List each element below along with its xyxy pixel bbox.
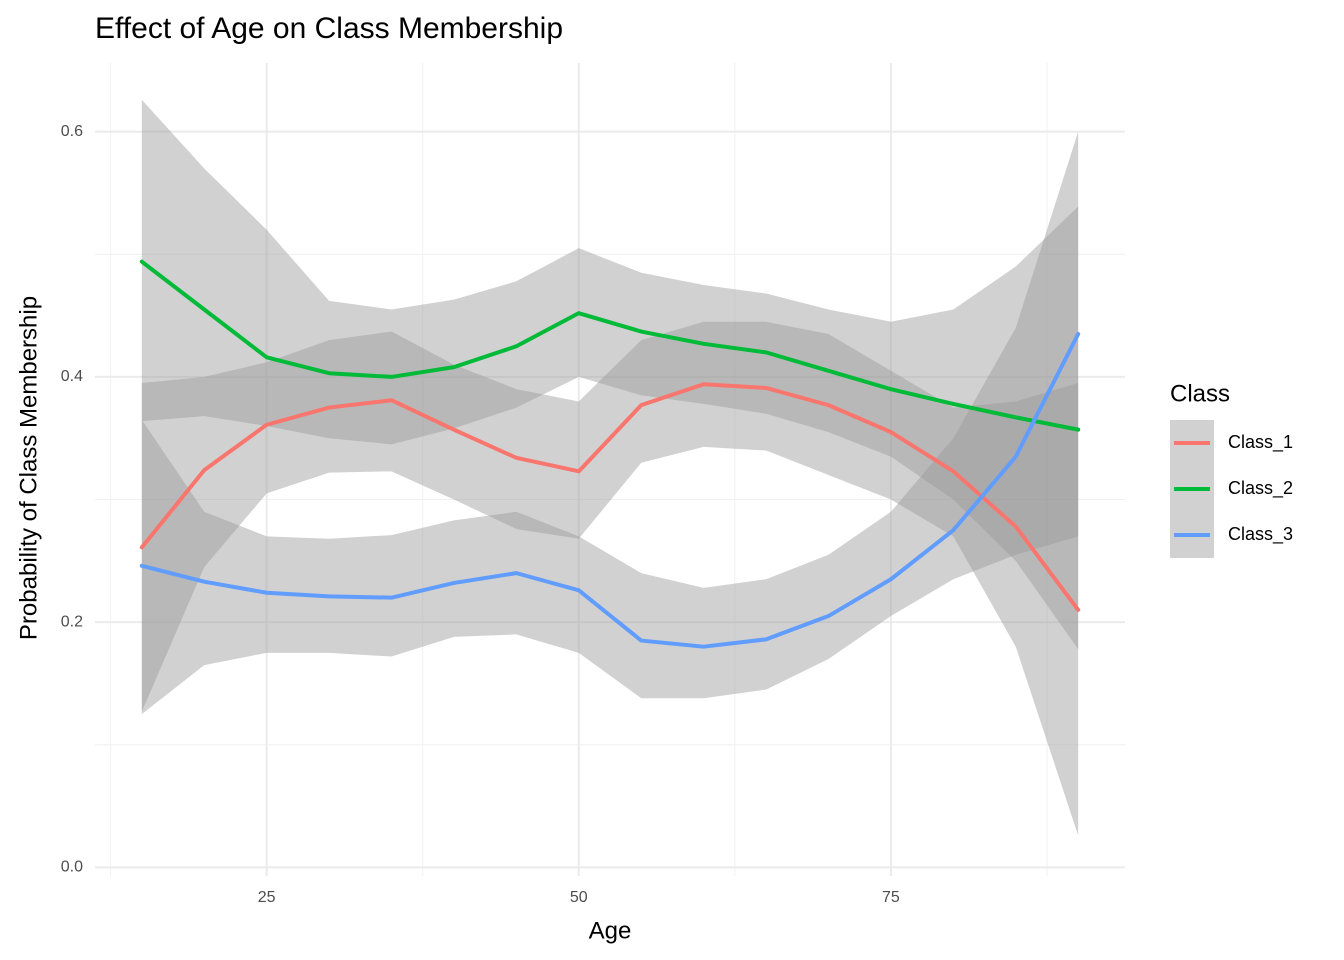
legend-label: Class_2 <box>1228 478 1293 499</box>
confidence-band <box>141 131 1079 715</box>
y-tick-label: 0.6 <box>61 123 83 140</box>
legend-title: Class <box>1170 380 1230 407</box>
confidence-band <box>141 321 1079 836</box>
legend-label: Class_3 <box>1228 524 1293 545</box>
y-tick-label: 0.0 <box>61 859 83 876</box>
y-tick-label: 0.4 <box>61 368 83 385</box>
line <box>139 259 1081 432</box>
x-axis-label: Age <box>589 917 632 944</box>
y-axis-label: Probability of Class Membership <box>15 296 42 640</box>
y-tick-label: 0.2 <box>61 613 83 630</box>
x-tick-label: 50 <box>570 889 588 906</box>
line <box>139 382 1081 612</box>
confidence-band <box>141 99 1079 650</box>
chart-title: Effect of Age on Class Membership <box>95 12 563 45</box>
legend-label: Class_1 <box>1228 432 1293 453</box>
x-tick-label: 25 <box>258 889 276 906</box>
x-tick-label: 75 <box>882 889 900 906</box>
line <box>139 332 1081 649</box>
